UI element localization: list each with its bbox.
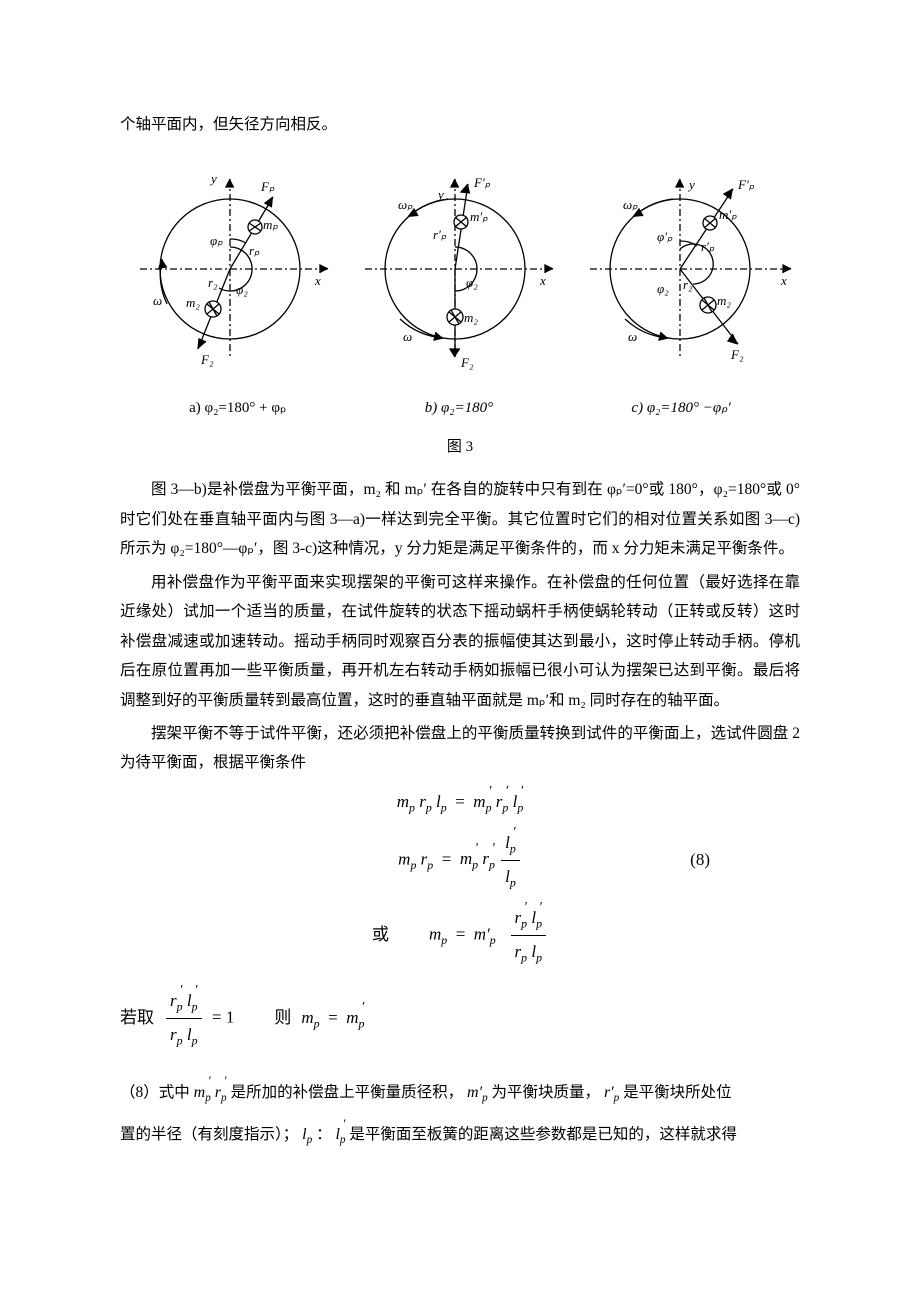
svg-text:φₚ: φₚ [210, 233, 223, 248]
paragraph-5: 置的半径（有刻度指示）； lp ： lp′ 是平衡面至板簧的距离这些参数都是已知… [120, 1116, 800, 1154]
caption-a: a) φ₂=180° + φₚ [189, 394, 286, 423]
svg-text:F′ₚ: F′ₚ [473, 175, 491, 190]
figure-label: 图 3 [120, 433, 800, 462]
svg-text:ω: ω [153, 293, 162, 308]
svg-text:m₂: m₂ [464, 310, 478, 325]
svg-text:rₚ: rₚ [249, 243, 260, 258]
equation-8-line1: mp rp lp = mp′ rp′ lp′ [120, 786, 800, 819]
svg-text:m₂: m₂ [717, 293, 731, 308]
equation-8-line2: mp rp = mp′ rp′ lp′ lp (8) [120, 827, 800, 894]
equation-number-8: (8) [690, 844, 710, 876]
condition-line: 若取 rp′ lp′ rp lp = 1 则 mp = mp′ [120, 985, 800, 1052]
paragraph-4: （8）式中 mp′ rp′ 是所加的补偿盘上平衡量质径积， m′p 为平衡块质量… [120, 1074, 800, 1112]
svg-text:m₂: m₂ [186, 295, 200, 310]
svg-text:ωₚ: ωₚ [623, 197, 638, 212]
intro-line: 个轴平面内，但矢径方向相反。 [120, 110, 800, 139]
paragraph-3: 摆架平衡不等于试件平衡，还必须把补偿盘上的平衡质量转换到试件的平衡面上，选试件圆… [120, 719, 800, 778]
document-page: 个轴平面内，但矢径方向相反。 [0, 0, 920, 1219]
svg-text:x: x [314, 273, 321, 288]
svg-text:φ₂: φ₂ [236, 282, 248, 297]
paragraph-1: 图 3—b)是补偿盘为平衡平面，m₂ 和 mₚ′ 在各自的旋转中只有到在 φₚ′… [120, 475, 800, 563]
svg-text:mₚ: mₚ [263, 217, 278, 232]
figure-captions: a) φ₂=180° + φₚ b) φ₂=180° c) φ₂=180° −φ… [120, 394, 800, 423]
caption-c: c) φ₂=180° −φₚ′ [631, 394, 730, 423]
svg-text:x: x [780, 273, 787, 288]
equation-8-line3: 或 mp = m′p rp′ lp′ rp lp [120, 902, 800, 969]
svg-text:F₂: F₂ [730, 347, 744, 362]
figure-row: rₚ φₚ m₂ r₂ φ₂ [120, 159, 800, 374]
diagram-c: ωₚ F′ₚ m′ₚ r′ₚ φ′ₚ φ₂ r₂ [573, 159, 798, 374]
svg-text:F₂: F₂ [200, 352, 214, 367]
svg-text:φ₂: φ₂ [657, 281, 669, 296]
svg-text:y: y [209, 171, 217, 186]
paragraph-2: 用补偿盘作为平衡平面来实现摆架的平衡可这样来操作。在补偿盘的任何位置（最好选择在… [120, 568, 800, 715]
svg-text:F₂: F₂ [460, 355, 474, 370]
svg-text:φ′ₚ: φ′ₚ [657, 229, 673, 244]
svg-text:r₂: r₂ [208, 275, 218, 290]
svg-text:Fₚ: Fₚ [260, 179, 275, 194]
svg-text:m′ₚ: m′ₚ [470, 209, 488, 224]
svg-text:ωₚ: ωₚ [398, 197, 413, 212]
diagram-a: rₚ φₚ m₂ r₂ φ₂ [123, 159, 338, 374]
diagram-b: ωₚ F′ₚ m′ₚ r′ₚ φ₂ [348, 159, 563, 374]
figure-3: rₚ φₚ m₂ r₂ φ₂ [120, 159, 800, 461]
svg-text:r′ₚ: r′ₚ [433, 227, 447, 242]
svg-text:x: x [539, 273, 546, 288]
svg-text:F′ₚ: F′ₚ [737, 177, 755, 192]
caption-b: b) φ₂=180° [425, 394, 493, 423]
svg-text:ω: ω [403, 329, 412, 344]
svg-text:y: y [436, 187, 444, 202]
svg-text:ω: ω [628, 329, 637, 344]
svg-text:y: y [687, 177, 695, 192]
svg-text:φ₂: φ₂ [466, 275, 478, 290]
svg-text:m′ₚ: m′ₚ [719, 207, 737, 222]
